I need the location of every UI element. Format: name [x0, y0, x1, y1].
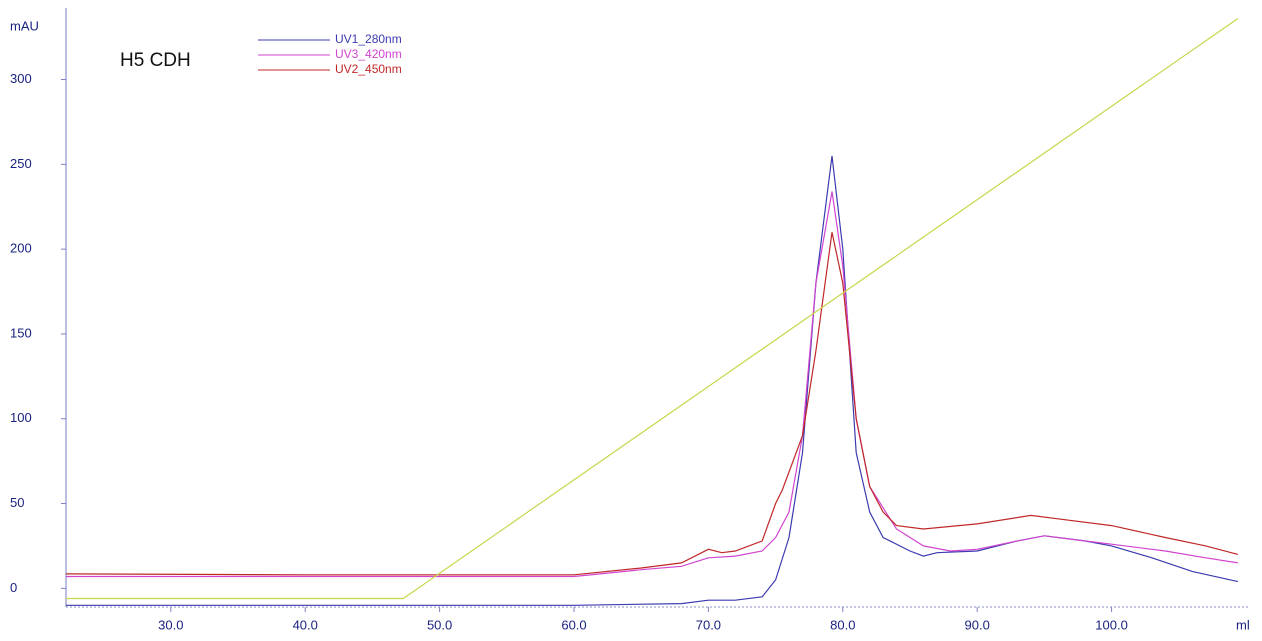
x-tick-label: 80.0 — [830, 617, 855, 632]
series-line — [66, 18, 1239, 600]
y-tick-label: 200 — [10, 241, 32, 256]
x-tick-label: 40.0 — [293, 617, 318, 632]
x-axis-label: ml — [1236, 617, 1250, 632]
y-tick-label: 100 — [10, 410, 32, 425]
x-tick-label: 60.0 — [561, 617, 586, 632]
y-axis-label: mAU — [10, 18, 39, 33]
y-tick-label: 50 — [10, 495, 24, 510]
x-tick-label: 50.0 — [427, 617, 452, 632]
x-tick-label: 100.0 — [1095, 617, 1128, 632]
legend-label: UV1_280nm — [335, 32, 402, 46]
y-tick-label: 150 — [10, 325, 32, 340]
legend-label: UV3_420nm — [335, 47, 402, 61]
x-tick-label: 90.0 — [965, 617, 990, 632]
y-tick-label: 250 — [10, 156, 32, 171]
chart-title: H5 CDH — [120, 50, 191, 71]
legend-label: UV2_450nm — [335, 62, 402, 76]
series-line — [66, 191, 1238, 578]
x-tick-label: 70.0 — [696, 617, 721, 632]
x-tick-label: 30.0 — [158, 617, 183, 632]
y-tick-label: 0 — [10, 580, 17, 595]
y-tick-label: 300 — [10, 71, 32, 86]
series-line — [65, 232, 1239, 576]
